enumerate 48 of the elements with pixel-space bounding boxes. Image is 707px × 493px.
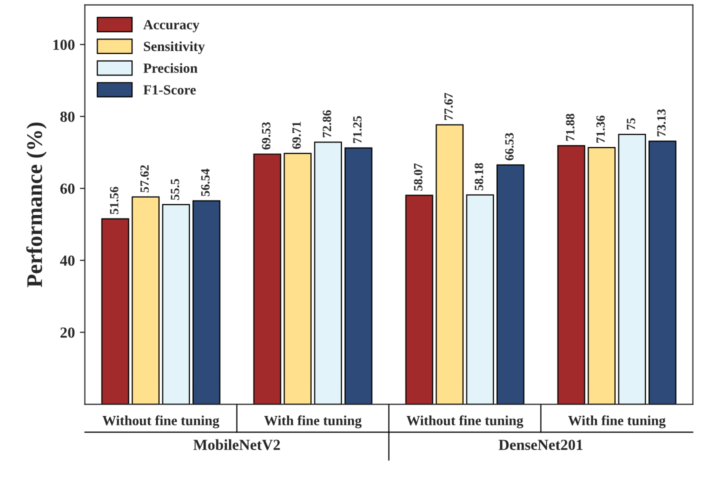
bar (284, 152, 312, 404)
data-label: 51.56 (110, 186, 118, 214)
bar (253, 154, 282, 404)
y-tick-label: 100 (53, 40, 75, 50)
y-tick-label: 40 (60, 256, 75, 266)
legend-label: Sensitivity (144, 41, 205, 54)
bar (101, 218, 130, 404)
x-tick-label: Without fine tuning (102, 415, 220, 428)
y-tick-label: 80 (60, 112, 75, 122)
bar (648, 140, 676, 404)
bar (496, 164, 524, 404)
bar (192, 200, 220, 404)
bar (314, 142, 342, 404)
data-label: 58.07 (414, 163, 422, 191)
legend-label: Precision (143, 63, 198, 73)
bar (132, 196, 160, 404)
data-label: 69.53 (262, 122, 270, 150)
bar (405, 194, 434, 404)
data-label: 66.53 (505, 133, 514, 160)
data-label: 77.67 (444, 92, 453, 120)
data-label: 71.36 (596, 116, 605, 143)
text: DenseNet201 (498, 440, 582, 450)
data-label: 75 (626, 118, 636, 130)
bar (344, 147, 372, 404)
data-label: 72.86 (322, 110, 332, 138)
x-tick-label: With fine tuning (264, 415, 362, 428)
legend-label: Accuracy (143, 20, 200, 32)
data-label: 73.13 (657, 109, 666, 136)
y-tick-label: 20 (60, 327, 75, 338)
data-label: 55.5 (170, 179, 180, 200)
data-label: 71.25 (353, 116, 362, 144)
bar (162, 204, 190, 404)
legend-label: F1-Score (143, 85, 196, 95)
y-tick-label: 60 (60, 184, 75, 194)
bar (618, 134, 646, 404)
bar (466, 194, 494, 404)
data-label: 57.62 (140, 165, 149, 192)
text: MobileNetV2 (193, 439, 280, 450)
y-axis-title: Performance (%) (26, 122, 47, 288)
data-label: 69.71 (292, 122, 301, 149)
data-label: 58.18 (474, 163, 484, 190)
bar (557, 145, 586, 404)
bar (588, 146, 616, 404)
x-tick-label: Without fine tuning (406, 415, 524, 428)
x-tick-label: With fine tuning (568, 415, 666, 428)
data-label: 71.88 (566, 114, 574, 141)
data-label: 56.54 (201, 168, 210, 196)
bar (436, 124, 464, 404)
